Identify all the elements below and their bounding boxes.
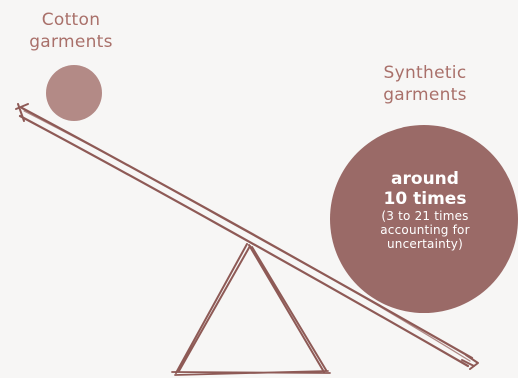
synthetic-circle	[330, 125, 518, 313]
synthetic-label-line2: garments	[383, 85, 467, 105]
cotton-garments-label: Cotton garments	[12, 9, 130, 53]
cotton-circle	[46, 65, 102, 121]
synthetic-garments-label: Synthetic garments	[360, 62, 490, 106]
uncertainty-line3: uncertainty)	[386, 237, 463, 251]
synthetic-circle-text: around 10 times (3 to 21 times accountin…	[336, 169, 514, 251]
fulcrum-triangle	[171, 243, 331, 376]
cotton-label-line1: Cotton	[41, 10, 101, 30]
seesaw-plank	[15, 103, 479, 370]
synthetic-label-line1: Synthetic	[383, 63, 467, 83]
cotton-label-line2: garments	[29, 32, 113, 52]
headline-around: around	[391, 169, 459, 189]
uncertainty-line1: (3 to 21 times	[381, 209, 469, 223]
uncertainty-line2: accounting for	[380, 223, 470, 237]
headline-10-times: 10 times	[383, 189, 467, 209]
